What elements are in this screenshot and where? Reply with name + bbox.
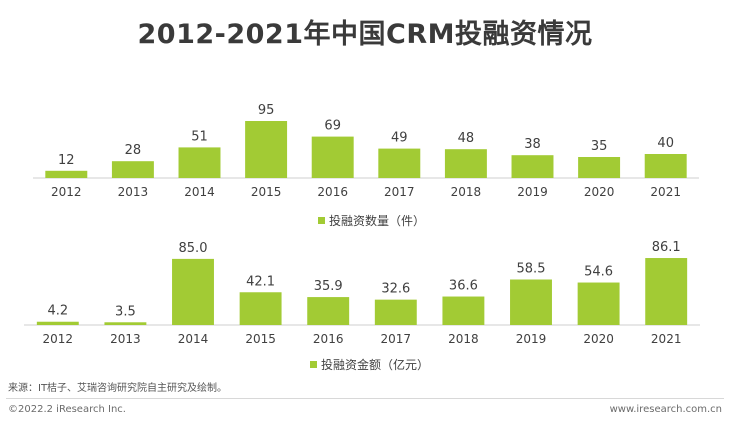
bar-2012[interactable] bbox=[45, 170, 88, 178]
data-label-2020: 54.6 bbox=[584, 265, 613, 280]
tick-label-2014: 2014 bbox=[178, 332, 209, 346]
tick-label-2012: 2012 bbox=[43, 332, 74, 346]
tick-label-2020: 2020 bbox=[584, 185, 615, 199]
bar-2018[interactable] bbox=[444, 149, 487, 178]
tick-label-2013: 2013 bbox=[110, 332, 141, 346]
legend-label: 投融资数量（件） bbox=[329, 213, 425, 228]
data-label-2016: 35.9 bbox=[314, 279, 343, 294]
bar-2021[interactable] bbox=[644, 154, 687, 178]
tick-label-2015: 2015 bbox=[251, 185, 282, 199]
data-label-2013: 28 bbox=[125, 143, 142, 158]
legend-label: 投融资金额（亿元） bbox=[321, 357, 429, 372]
bar-2016[interactable] bbox=[307, 297, 350, 325]
legend: 投融资金额（亿元） bbox=[310, 357, 429, 372]
data-label-2019: 58.5 bbox=[517, 262, 546, 277]
data-label-2012: 4.2 bbox=[47, 304, 68, 319]
data-label-2021: 40 bbox=[657, 136, 674, 151]
tick-label-2017: 2017 bbox=[381, 332, 412, 346]
tick-label-2012: 2012 bbox=[51, 185, 82, 199]
bar-2012[interactable] bbox=[36, 321, 79, 325]
bar-2016[interactable] bbox=[311, 136, 354, 178]
tick-label-2014: 2014 bbox=[184, 185, 215, 199]
data-label-2015: 42.1 bbox=[246, 274, 275, 289]
bar-2014[interactable] bbox=[172, 258, 214, 325]
copyright-text: ©2022.2 iResearch Inc. bbox=[8, 404, 126, 415]
tick-label-2019: 2019 bbox=[516, 332, 547, 346]
bar-2015[interactable] bbox=[239, 292, 282, 325]
tick-label-2016: 2016 bbox=[313, 332, 344, 346]
tick-label-2018: 2018 bbox=[448, 332, 479, 346]
legend-swatch bbox=[310, 361, 317, 368]
bar-2013[interactable] bbox=[111, 161, 154, 178]
source-note: 来源：IT桔子、艾瑞咨询研究院自主研究及绘制。 bbox=[8, 383, 228, 394]
data-label-2015: 95 bbox=[258, 103, 275, 118]
legend: 投融资数量（件） bbox=[318, 213, 425, 228]
bar-2020[interactable] bbox=[578, 157, 621, 178]
tick-label-2021: 2021 bbox=[651, 332, 682, 346]
data-label-2018: 36.6 bbox=[449, 279, 478, 294]
bar-2018[interactable] bbox=[442, 296, 485, 325]
tick-label-2013: 2013 bbox=[118, 185, 149, 199]
website-link[interactable]: www.iresearch.com.cn bbox=[609, 404, 722, 415]
tick-label-2019: 2019 bbox=[517, 185, 548, 199]
tick-label-2016: 2016 bbox=[317, 185, 348, 199]
tick-label-2021: 2021 bbox=[650, 185, 681, 199]
bar-2019[interactable] bbox=[510, 279, 552, 326]
data-label-2012: 12 bbox=[58, 153, 75, 168]
data-label-2021: 86.1 bbox=[652, 240, 681, 255]
bar-2021[interactable] bbox=[645, 258, 688, 325]
data-label-2016: 69 bbox=[324, 119, 341, 134]
data-label-2014: 85.0 bbox=[179, 241, 208, 256]
chart-title: 2012-2021年中国CRM投融资情况 bbox=[137, 19, 593, 50]
bar-2020[interactable] bbox=[577, 282, 620, 325]
bar-2017[interactable] bbox=[378, 148, 421, 178]
tick-label-2020: 2020 bbox=[583, 332, 614, 346]
investment-count-chart: 12 2012 28 2013 51 2014 95 2015 69 2016 49 2017 48 20… bbox=[33, 103, 699, 228]
bar-2013[interactable] bbox=[104, 322, 147, 325]
data-label-2017: 49 bbox=[391, 131, 408, 146]
data-label-2017: 32.6 bbox=[381, 282, 410, 297]
data-label-2020: 35 bbox=[591, 139, 608, 154]
data-label-2013: 3.5 bbox=[115, 304, 136, 319]
legend-swatch bbox=[318, 217, 325, 224]
tick-label-2015: 2015 bbox=[245, 332, 276, 346]
bar-2014[interactable] bbox=[178, 147, 221, 178]
data-label-2019: 38 bbox=[524, 137, 541, 152]
bar-2019[interactable] bbox=[511, 155, 554, 178]
bar-2015[interactable] bbox=[245, 121, 288, 178]
investment-amount-chart: 4.2 2012 3.5 2013 85.0 2014 42.1 2015 35.9 2016 32… bbox=[24, 240, 700, 372]
bar-2017[interactable] bbox=[374, 299, 417, 325]
tick-label-2018: 2018 bbox=[451, 185, 482, 199]
footer-divider bbox=[6, 398, 724, 399]
data-label-2014: 51 bbox=[191, 129, 208, 144]
data-label-2018: 48 bbox=[458, 131, 475, 146]
tick-label-2017: 2017 bbox=[384, 185, 415, 199]
